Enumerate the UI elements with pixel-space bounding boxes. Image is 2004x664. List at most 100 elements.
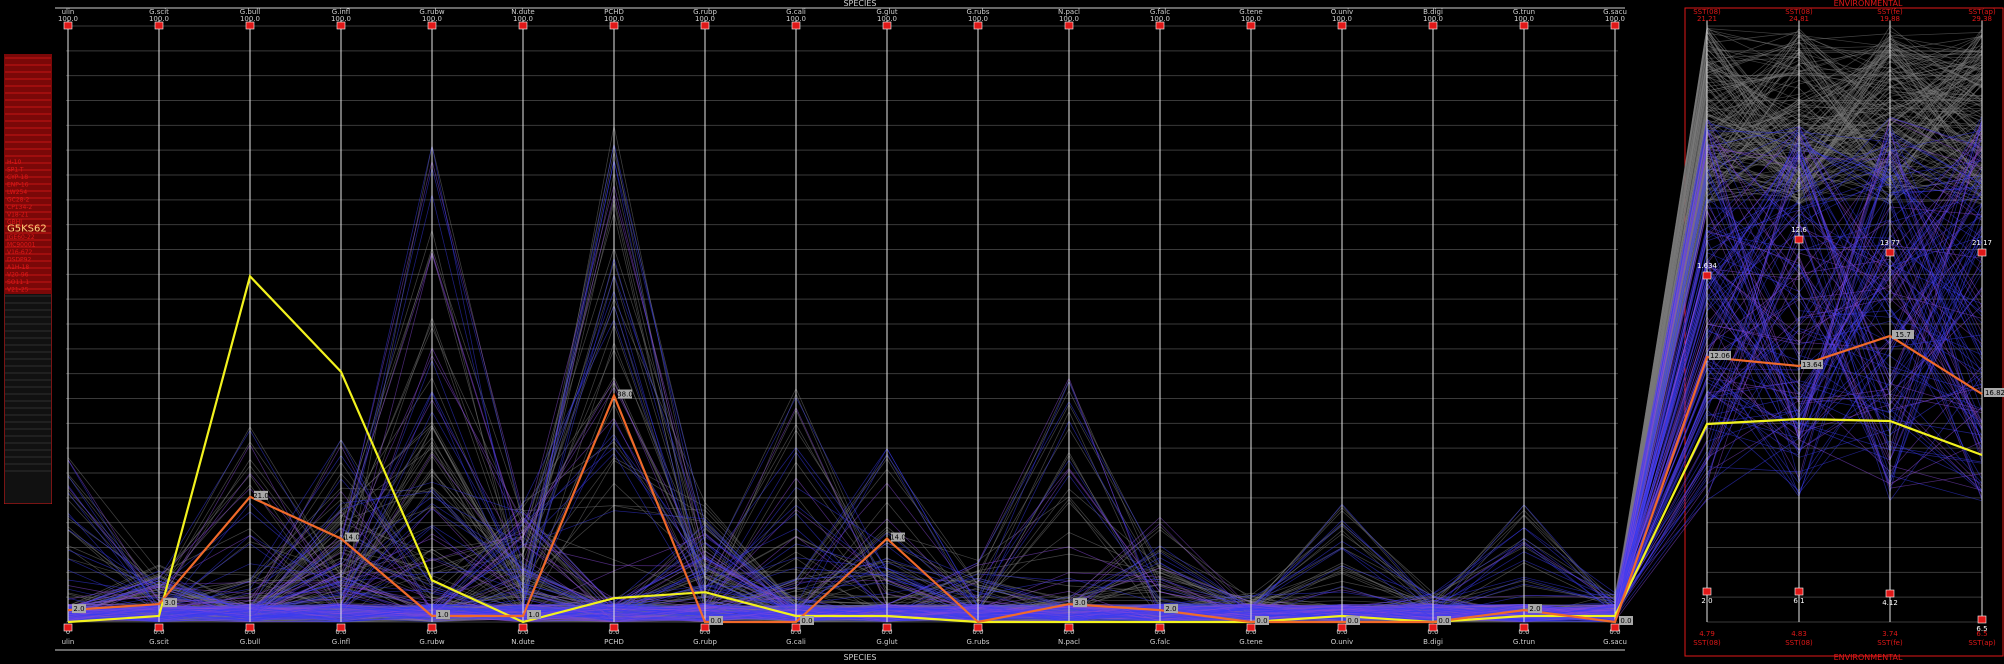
axis-min-handle[interactable]	[700, 623, 710, 632]
axis-min-handle[interactable]	[1519, 623, 1529, 632]
axis-top-label: G.tene	[1239, 8, 1262, 16]
env-lower-handle[interactable]	[1977, 615, 1987, 624]
axis-max-handle[interactable]	[518, 21, 528, 30]
env-upper-handle[interactable]	[1885, 248, 1895, 257]
env-axis-bottom-label: SST(08)	[1785, 639, 1813, 647]
env-axis-bottom-label: SST(08)	[1693, 639, 1721, 647]
env-upper-label: 13.77	[1880, 239, 1900, 247]
value-label-bg	[436, 610, 450, 620]
axis-min-handle[interactable]	[1610, 623, 1620, 632]
axis-max-label: 100.0	[1332, 15, 1352, 23]
axis-min-label: 0.0	[1154, 628, 1165, 636]
axis-min-handle[interactable]	[1155, 623, 1165, 632]
sample-list-item[interactable]: V21-25	[7, 287, 29, 294]
env-axis-max-label: 29.38	[1972, 15, 1992, 23]
env-value-label: 12.06	[1710, 352, 1731, 360]
axis-max-handle[interactable]	[1246, 21, 1256, 30]
axis-top-label: G.infl	[332, 8, 350, 16]
axis-min-handle[interactable]	[427, 623, 437, 632]
axis-max-handle[interactable]	[63, 21, 73, 30]
sample-list-item[interactable]: MC90001	[7, 242, 36, 249]
blue-series-line	[67, 224, 1983, 622]
axis-max-handle[interactable]	[609, 21, 619, 30]
sample-list-item[interactable]: V18-21	[7, 212, 29, 219]
axis-min-handle[interactable]	[154, 623, 164, 632]
axis-max-handle[interactable]	[973, 21, 983, 30]
sample-list-item[interactable]: GBHJ	[7, 219, 22, 226]
axis-max-label: 100.0	[1241, 15, 1261, 23]
axis-max-handle[interactable]	[1064, 21, 1074, 30]
value-label-bg	[1073, 598, 1087, 608]
sample-list-item[interactable]: V16-672	[7, 249, 33, 256]
sample-list-item[interactable]: CYP-18	[7, 174, 28, 181]
value-label-bg	[891, 532, 905, 542]
sample-list-item[interactable]: H-10	[7, 159, 21, 166]
env-lower-label: 4.12	[1882, 599, 1898, 607]
sample-list-item[interactable]: DSDP92	[7, 257, 31, 264]
axis-min-handle[interactable]	[1337, 623, 1347, 632]
axis-min-handle[interactable]	[518, 623, 528, 632]
env-lower-handle[interactable]	[1702, 587, 1712, 596]
sample-list-item[interactable]: SO11-1	[7, 279, 29, 286]
axis-max-handle[interactable]	[336, 21, 346, 30]
axis-max-handle[interactable]	[245, 21, 255, 30]
axis-max-handle[interactable]	[882, 21, 892, 30]
yellow-highlight-line[interactable]	[67, 274, 1983, 624]
value-label-bg	[618, 389, 632, 399]
axis-min-handle[interactable]	[245, 623, 255, 632]
axis-max-handle[interactable]	[427, 21, 437, 30]
axis-max-handle[interactable]	[791, 21, 801, 30]
sample-list-selected[interactable]: G5KS62	[7, 224, 47, 235]
axis-max-handle[interactable]	[1519, 21, 1529, 30]
axis-min-handle[interactable]	[882, 623, 892, 632]
sample-list-item[interactable]: ENP-16	[7, 182, 29, 189]
axis-bottom-label: G.rubs	[966, 638, 989, 646]
axes-layer[interactable]: ulin100.00ulinG.scit100.00.0G.scitG.bull…	[58, 8, 1996, 647]
axis-min-label: 0.0	[699, 628, 710, 636]
value-label: 21.0	[253, 492, 269, 500]
axis-max-handle[interactable]	[154, 21, 164, 30]
blue-series-line	[67, 181, 1983, 621]
sample-list-item[interactable]: CP134-2	[7, 204, 32, 211]
env-lower-handle[interactable]	[1794, 587, 1804, 596]
env-axis-min-label: 3.74	[1882, 630, 1898, 638]
axis-max-handle[interactable]	[1428, 21, 1438, 30]
env-lower-label: 2.0	[1701, 597, 1712, 605]
highlight-layer[interactable]	[67, 274, 1983, 624]
env-lower-handle[interactable]	[1885, 589, 1895, 598]
axis-min-handle[interactable]	[609, 623, 619, 632]
sample-list-item[interactable]: LW254	[7, 189, 27, 196]
env-upper-handle[interactable]	[1702, 271, 1712, 280]
axis-min-handle[interactable]	[63, 623, 73, 632]
value-label: 2.0	[73, 605, 84, 613]
sample-list-item[interactable]: V20-96	[7, 272, 29, 279]
axis-min-label: 0.0	[153, 628, 164, 636]
env-upper-label: 21.17	[1972, 239, 1992, 247]
sample-list-item[interactable]: A1H-18	[7, 264, 29, 271]
axis-bottom-label: G.infl	[332, 638, 350, 646]
sample-list-svg[interactable]: H-10SP1-TCYP-18ENP-16LW254GC28-2CP134-2V…	[3, 53, 53, 505]
value-label-bg	[800, 616, 814, 625]
axis-min-handle[interactable]	[1064, 623, 1074, 632]
sample-list-panel[interactable]: H-10 SP1-T CYP-18 ENP-16 LW254 GC28-2 CP134-2 V…	[3, 53, 53, 505]
axis-min-handle[interactable]	[1428, 623, 1438, 632]
axis-bottom-label: ulin	[62, 638, 75, 646]
env-upper-handle[interactable]	[1977, 248, 1987, 257]
sample-list-item[interactable]: JGE60-22	[6, 234, 35, 241]
axis-max-handle[interactable]	[1155, 21, 1165, 30]
axis-bottom-label: O.univ	[1331, 638, 1353, 646]
orange-highlight-line[interactable]	[67, 334, 1983, 624]
env-lower-label: 6.1	[1793, 597, 1804, 605]
sample-list-item[interactable]: SP1-T	[7, 167, 24, 174]
env-upper-handle[interactable]	[1794, 235, 1804, 244]
axis-top-label: G.sacu	[1603, 8, 1627, 16]
axis-min-handle[interactable]	[791, 623, 801, 632]
sample-list-item[interactable]: GC28-2	[7, 197, 30, 204]
axis-max-handle[interactable]	[700, 21, 710, 30]
axis-max-handle[interactable]	[1337, 21, 1347, 30]
axis-max-handle[interactable]	[1610, 21, 1620, 30]
axis-min-handle[interactable]	[336, 623, 346, 632]
axis-min-handle[interactable]	[973, 623, 983, 632]
axis-min-handle[interactable]	[1246, 623, 1256, 632]
axis-top-label: N.pacl	[1058, 8, 1080, 16]
